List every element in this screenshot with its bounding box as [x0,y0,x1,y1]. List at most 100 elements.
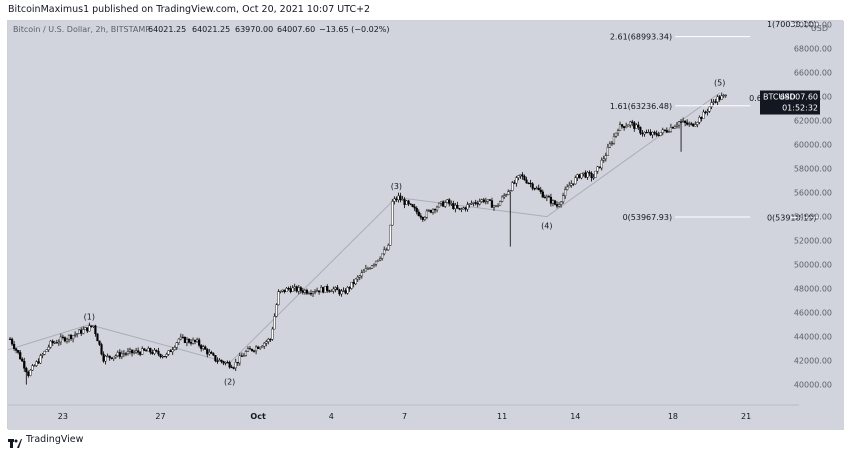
wave-label: (2) [224,378,235,387]
candlestick-chart[interactable]: 2.61(68993.34) 1.61(63236.48) 0(53967.93) 1… [8,21,844,430]
candle-body [535,187,538,190]
candle-body [360,272,363,277]
fib-level-label: 1(70039.10) [767,21,817,29]
candle-body [279,290,282,293]
candle-body [393,198,396,202]
candle-body [602,158,605,161]
chart-panel[interactable]: 2.61(68993.34) 1.61(63236.48) 0(53967.93) 1… [7,20,844,430]
candle-body [381,253,384,259]
candle-body [437,202,441,208]
candle-body [606,147,609,156]
candle-body [106,355,109,357]
candle-body [391,201,394,226]
candle-body [358,275,361,278]
candle-body [633,122,636,129]
wave-count-line [8,92,720,364]
candle-body [305,289,309,294]
y-tick-label: 46000.00 [794,309,832,318]
candle-body [379,258,382,261]
candle-body [159,353,162,357]
candle-body [338,289,341,295]
candle-body [84,327,87,330]
candle-body [440,201,443,204]
candle-body [102,353,105,362]
candle-body [187,339,191,343]
candle-body [285,288,288,293]
candle-body [322,287,325,293]
ohlc-low: 63970.00 [235,25,273,34]
candle-body [76,333,79,335]
candle-body [665,130,668,133]
candle-body [218,359,221,362]
candle-body [212,353,215,356]
candle-body [423,217,426,220]
candle-body [472,202,475,204]
candle-body [110,357,113,359]
wave-label: (5) [714,79,725,88]
candle-body [637,124,640,128]
candle-body [625,125,628,128]
candle-body [151,351,154,354]
candle-body [21,358,24,362]
candle-body [501,196,504,202]
candle-body [620,124,624,127]
candle-body [122,353,126,355]
price-tag-value: 64007.60 [780,93,818,102]
candle-body [435,206,439,211]
candle-body [531,183,534,189]
symbol-title: Bitcoin / U.S. Dollar, 2h, BITSTAMP [13,25,150,34]
candle-body [462,207,465,210]
candle-body [342,290,345,292]
candle-body [307,293,311,295]
y-axis: USD 40000.00 42000.00 44000.00 46000.00 4800… [794,21,832,390]
candle-body [612,136,616,144]
candle-body [545,196,548,198]
candle-body [74,334,77,336]
price-tag-countdown: 01:52:32 [782,104,818,113]
candle-body [336,287,339,291]
candle-body [320,287,323,293]
candle-body [120,353,123,357]
ohlc-change: −13.65 (−0.02%) [319,25,390,34]
candle-body [297,287,300,292]
candle-body [486,199,489,202]
candle-body [263,342,266,347]
candle-body [478,201,481,205]
candle-body [330,290,333,293]
candle-body [704,111,707,114]
candle-body [673,126,677,129]
candle-body [175,342,178,348]
candle-body [712,101,715,103]
candle-body [667,131,670,133]
candle-body [202,346,205,349]
candle-body [470,203,473,205]
candle-body [460,208,463,210]
candle-body [480,199,483,202]
y-tick-label: 58000.00 [794,165,832,174]
candle-body [409,203,412,205]
candle-body [433,209,437,211]
candle-body [710,102,713,108]
candle-body [171,349,174,353]
candle-body [515,177,518,184]
candle-body [503,195,506,198]
candle-body [559,201,563,205]
candle-body [53,342,56,344]
candle-body [224,362,227,364]
candle-body [454,205,457,210]
candle-body [708,106,711,112]
candle-body [407,200,410,204]
candle-body [450,203,453,205]
publisher-credit: BitcoinMaximus1 published on TradingView… [8,4,371,15]
candle-body [509,190,512,192]
candle-body [385,249,388,251]
wave-label: (4) [541,222,552,231]
candle-body [405,200,408,205]
candle-body [576,174,579,178]
candle-body [80,329,83,334]
candle-body [208,352,211,355]
candle-body [643,132,646,135]
candle-body [291,287,294,292]
candle-body [383,249,386,255]
candle-body [137,350,140,353]
